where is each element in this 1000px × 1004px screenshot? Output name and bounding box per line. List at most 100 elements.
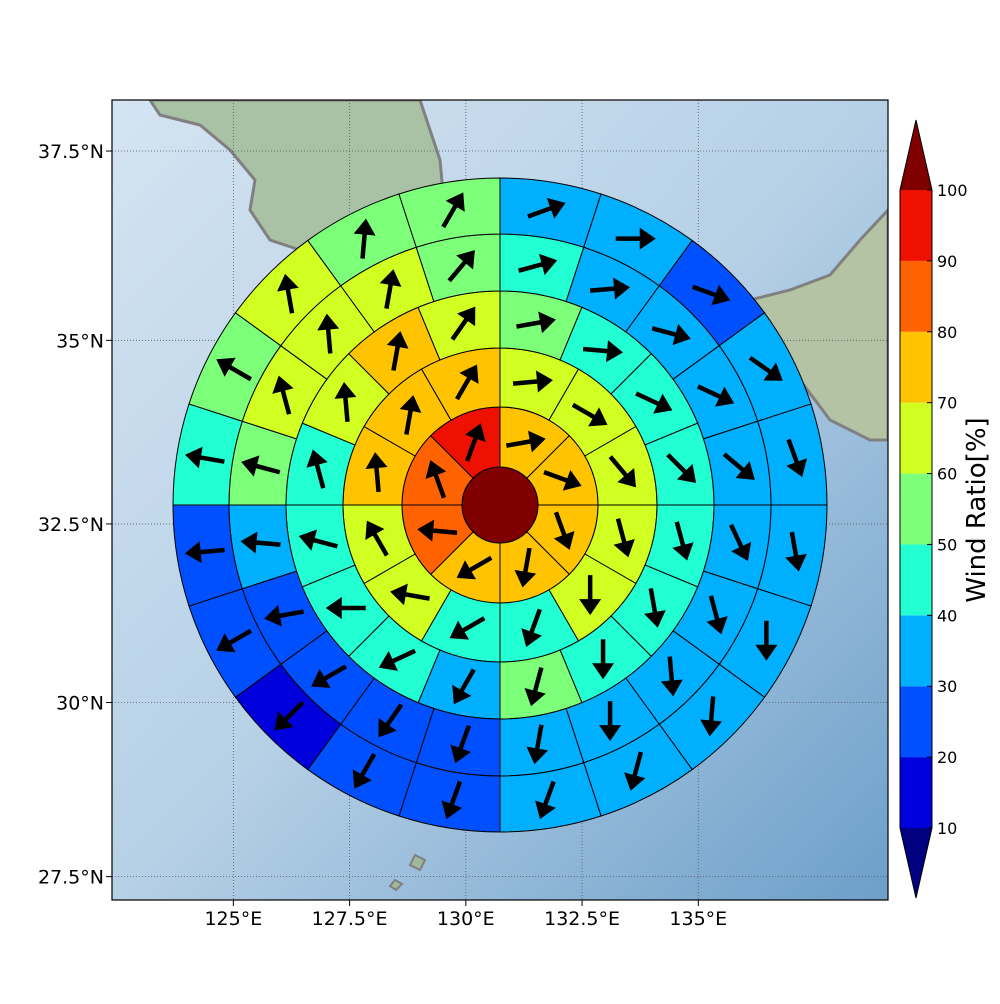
wind-arrow [365, 520, 389, 557]
wind-arrow [184, 541, 225, 564]
y-tick-label: 27.5°N [38, 867, 104, 889]
colorbar-over [900, 120, 932, 190]
wind-arrow [378, 648, 417, 671]
colorbar-tick-label: 90 [937, 252, 957, 271]
wind-arrow [599, 701, 622, 742]
x-tick-label: 135°E [669, 908, 727, 930]
wind-arrow [379, 269, 402, 310]
wind-arrow [505, 430, 546, 453]
x-tick-label: 127.5°E [312, 908, 388, 930]
colorbar-tick-label: 20 [937, 748, 957, 767]
wind-arrow [386, 331, 409, 371]
colorbar-tick-label: 30 [937, 677, 957, 696]
wind-arrow [399, 395, 422, 435]
wind-arrow [729, 523, 752, 562]
wind-arrow [624, 751, 646, 791]
wind-arrow [553, 511, 575, 550]
wind-arrow [579, 575, 602, 616]
colorbar-segment [900, 190, 932, 261]
wind-arrow [277, 273, 299, 314]
colorbar-segment [900, 544, 932, 616]
wind-arrow [334, 382, 357, 423]
wind-arrow [306, 449, 328, 489]
wind-arrow [365, 452, 388, 493]
wind-arrow [696, 384, 735, 407]
wind-arrow [755, 620, 778, 661]
wind-arrow [613, 518, 635, 558]
wind-arrow [353, 218, 376, 259]
wind-arrow [456, 555, 493, 580]
colorbar-segment [900, 331, 932, 403]
colorbar-tick-label: 50 [937, 535, 957, 554]
wind-arrows [184, 192, 808, 820]
wind-arrow [390, 583, 430, 606]
wind-arrow [514, 547, 537, 588]
wind-arrow [274, 700, 305, 731]
wind-arrow [378, 703, 404, 738]
wind-arrow [425, 460, 447, 499]
wind-arrow [524, 667, 546, 707]
wind-arrow [516, 311, 556, 334]
y-tick-label: 32.5°N [38, 514, 104, 536]
wind-arrow [241, 455, 281, 477]
wind-arrow [582, 340, 623, 363]
colorbar-under [900, 828, 932, 898]
colorbar-segment [900, 615, 932, 687]
wind-arrow [651, 323, 691, 346]
colorbar-tick-label: 100 [937, 181, 968, 200]
colorbar-segment [900, 757, 932, 828]
wind-arrow [441, 192, 465, 229]
y-tick-label: 35°N [56, 330, 104, 352]
wind-arrow [240, 531, 281, 554]
wind-arrow [722, 452, 755, 480]
colorbar-segment [900, 473, 932, 545]
wind-arrow [700, 696, 723, 737]
colorbar-segment [900, 260, 932, 332]
colorbar-tick-label: 80 [937, 323, 957, 342]
wind-arrow [706, 595, 728, 635]
wind-arrow [635, 391, 673, 414]
colorbar-tick-label: 10 [937, 819, 957, 838]
wind-arrow [325, 597, 366, 620]
colorbar-segment [900, 686, 932, 758]
wind-arrow [589, 277, 631, 300]
wind-arrow [452, 668, 476, 705]
wind-arrow [272, 375, 294, 415]
wind-arrow [660, 656, 683, 697]
wind-arrow [527, 197, 566, 219]
wind-arrow [543, 470, 582, 491]
wind-arrow [512, 370, 553, 393]
wind-arrow [216, 628, 253, 653]
wind-arrow [447, 250, 475, 283]
wind-arrow [465, 423, 486, 462]
wind-arrow [298, 529, 338, 551]
wind-arrow [184, 446, 225, 469]
wind-arrow [748, 355, 783, 381]
wind-arrow [449, 616, 486, 640]
wind-arrow [644, 587, 666, 628]
colorbar: 10 20 30 40 50 60 70 80 90 100 [899, 119, 968, 899]
wind-arrow [441, 780, 463, 820]
wind-arrow [264, 604, 305, 627]
colorbar-segment [900, 402, 932, 474]
colorbar-label: Wind Ratio[%] [962, 417, 992, 602]
y-tick-label: 30°N [56, 693, 104, 715]
wind-arrow [450, 724, 472, 764]
wind-arrow [608, 455, 637, 488]
wind-arrow [352, 752, 377, 789]
wind-grid [172, 177, 828, 833]
wind-arrow [786, 438, 808, 478]
wind-arrow [672, 521, 694, 561]
colorbar-tick-label: 40 [937, 606, 957, 625]
wind-arrow [518, 253, 558, 276]
wind-arrow [785, 531, 807, 572]
wind-arrow [592, 639, 615, 680]
wind-arrow [521, 608, 542, 647]
wind-arrow [615, 227, 656, 250]
y-tick-label: 37.5°N [38, 141, 104, 163]
wind-arrow [691, 284, 731, 306]
wind-arrow [571, 402, 608, 427]
wind-arrow [455, 364, 479, 401]
island [388, 853, 427, 892]
